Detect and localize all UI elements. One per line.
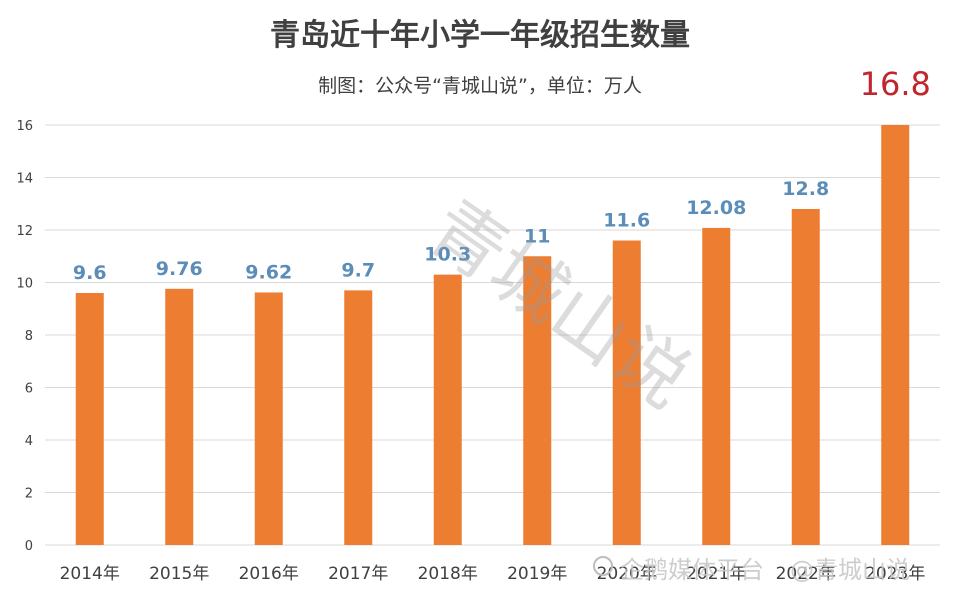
data-label: 12.08 <box>686 197 746 219</box>
data-label: 11.6 <box>603 210 650 232</box>
footer-platform-text: 企鹅媒体平台 <box>620 556 764 584</box>
x-tick-label: 2017年 <box>328 564 388 584</box>
bars <box>75 125 910 545</box>
y-tick-label: 2 <box>25 487 33 502</box>
chart-title: 青岛近十年小学一年级招生数量 <box>270 18 690 53</box>
data-labels: 9.6 9.76 9.62 9.7 10.3 11 11.6 12.08 12.8 16.8 <box>73 65 931 284</box>
x-tick-label: 2016年 <box>239 564 299 584</box>
bar <box>523 256 552 545</box>
bar <box>702 227 731 545</box>
data-label: 11 <box>524 225 550 247</box>
footer-account-text: @青城山说 <box>790 556 910 584</box>
bar <box>254 292 283 545</box>
y-tick-label: 0 <box>25 539 33 554</box>
x-tick-label: 2019年 <box>507 564 567 584</box>
x-tick-label: 2023年 <box>865 564 925 584</box>
y-tick-label: 16 <box>16 119 33 134</box>
x-tick-label: 2022年 <box>776 564 836 584</box>
x-axis: 2014年 2015年 2016年 2017年 2018年 2019年 2020年 2021年… <box>60 564 926 584</box>
bar <box>612 240 641 545</box>
y-tick-label: 4 <box>25 434 33 449</box>
data-label: 9.7 <box>341 259 375 281</box>
x-tick-label: 2021年 <box>686 564 746 584</box>
x-tick-label: 2018年 <box>418 564 478 584</box>
bar <box>75 293 104 545</box>
gridlines <box>45 124 940 546</box>
x-tick-label: 2015年 <box>149 564 209 584</box>
platform-logo-icon <box>593 556 613 576</box>
data-label: 12.8 <box>782 178 829 200</box>
data-label: 9.6 <box>73 262 107 284</box>
bar <box>165 288 194 545</box>
x-tick-label: 2014年 <box>60 564 120 584</box>
y-axis: 0 2 4 6 8 10 12 14 16 <box>16 119 33 554</box>
y-tick-label: 10 <box>16 277 33 292</box>
bar <box>344 290 373 545</box>
footer-watermark: 企鹅媒体平台 @青城山说 <box>593 556 910 584</box>
bar <box>791 209 820 545</box>
bar <box>881 125 910 545</box>
y-tick-label: 8 <box>25 329 33 344</box>
data-label: 9.62 <box>245 261 292 283</box>
chart-subtitle: 制图：公众号“青城山说”，单位：万人 <box>318 75 642 97</box>
data-label: 16.8 <box>860 65 931 103</box>
y-tick-label: 6 <box>25 382 33 397</box>
bar <box>433 274 462 545</box>
data-label: 10.3 <box>424 244 471 266</box>
y-tick-label: 12 <box>16 224 33 239</box>
y-tick-label: 14 <box>16 172 33 187</box>
data-label: 9.76 <box>156 258 203 280</box>
